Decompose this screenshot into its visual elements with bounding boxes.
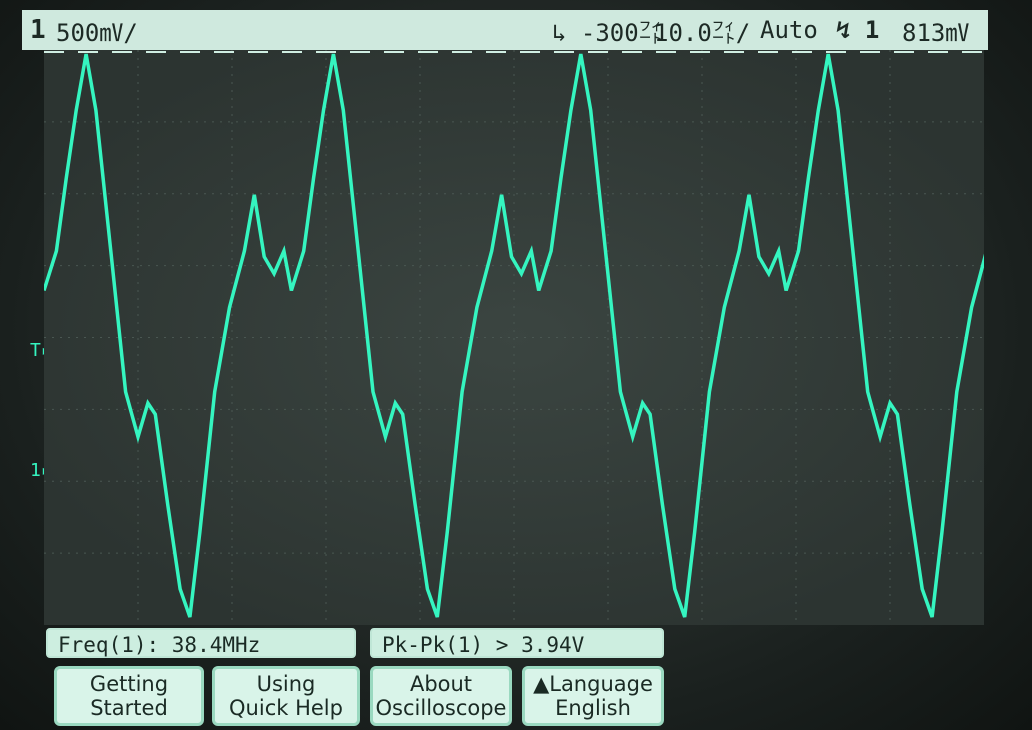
status-bar: 1 500㎷/ ↳ -300㌳ 10.0㌳/ Auto ↯ 1 813㎷ [22,10,988,50]
measurement-row: Freq(1): 38.4MHz Pk-Pk(1) > 3.94V [44,628,984,664]
softkey-label-line2: Oscilloscope [375,696,507,720]
trigger-mode: Auto [760,16,818,44]
trigger-source: ↯ 1 [836,16,880,44]
time-per-div: 10.0㌳/ [654,18,751,47]
softkey-label-line1: About [409,672,473,696]
about-oscilloscope-button[interactable]: About Oscilloscope [370,666,512,726]
softkey-label-line1: ▲Language [533,672,653,696]
channel-number: 1 [30,15,46,45]
softkey-label-line1: Using [256,672,316,696]
trigger-position: ↳ -300㌳ [552,18,663,47]
language-button[interactable]: ▲Language English [522,666,664,726]
waveform-svg [44,50,984,625]
softkey-label-line2: Started [90,696,168,720]
getting-started-button[interactable]: Getting Started [54,666,204,726]
softkey-label-line2: Quick Help [229,696,343,720]
softkey-row: Getting Started Using Quick Help About O… [44,666,984,726]
waveform-display [44,50,984,625]
trigger-level: 813㎷ [902,18,970,47]
pk-pk-measurement: Pk-Pk(1) > 3.94V [370,628,664,658]
volts-per-div: 500㎷/ [56,18,138,47]
softkey-label-line1: Getting [89,672,169,696]
quick-help-button[interactable]: Using Quick Help [212,666,360,726]
graticule [44,50,984,625]
frequency-measurement: Freq(1): 38.4MHz [46,628,356,658]
channel-1-trace [44,53,984,618]
softkey-label-line2: English [555,696,631,720]
